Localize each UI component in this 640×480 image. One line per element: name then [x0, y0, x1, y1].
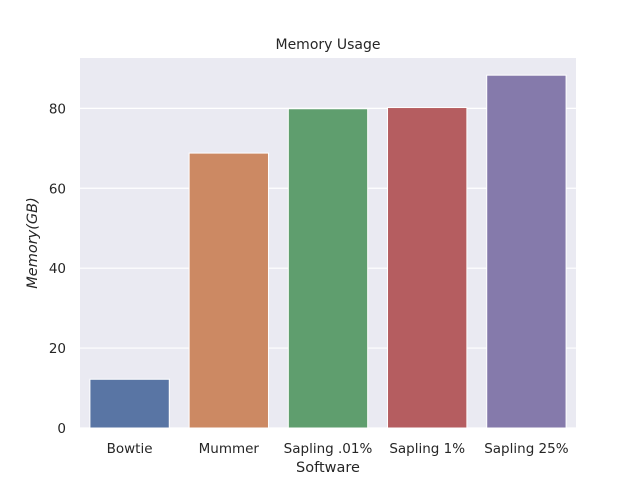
bar-sapling-25 [486, 74, 567, 429]
y-axis-label: Memory(GB) [25, 197, 41, 288]
x-tick-label: Mummer [199, 441, 260, 457]
x-tick-label: Sapling 25% [484, 441, 569, 457]
y-tick-label: 40 [49, 261, 66, 277]
y-tick-labels: 0 20 40 60 80 [49, 101, 66, 437]
bar-bowtie [89, 378, 170, 429]
x-tick-labels: Bowtie Mummer Sapling .01% Sapling 1% Saplin… [107, 441, 569, 457]
bars [89, 74, 567, 429]
y-tick-label: 60 [49, 181, 66, 197]
bar-mummer [188, 152, 269, 429]
x-tick-label: Bowtie [107, 441, 153, 457]
y-tick-label: 0 [57, 421, 66, 437]
x-tick-label: Sapling 1% [389, 441, 465, 457]
bar-sapling-01 [287, 108, 369, 429]
x-tick-label: Sapling .01% [284, 441, 373, 457]
bar-sapling-1 [387, 107, 468, 429]
y-tick-label: 20 [49, 341, 66, 357]
chart-title: Memory Usage [275, 37, 380, 53]
x-axis-label: Software [296, 460, 360, 476]
y-tick-label: 80 [49, 101, 66, 117]
